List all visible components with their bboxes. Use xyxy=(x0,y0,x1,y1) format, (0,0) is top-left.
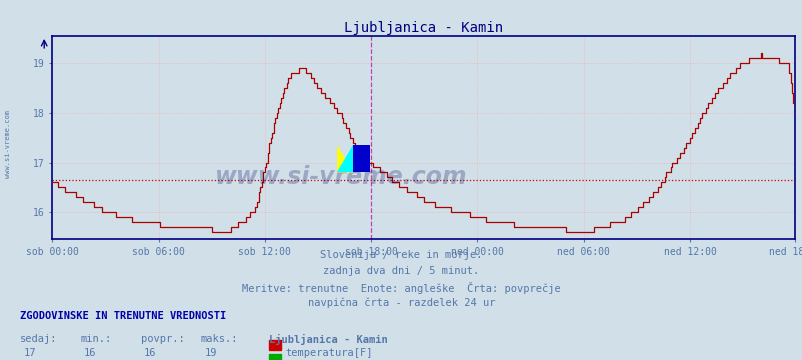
Title: Ljubljanica - Kamin: Ljubljanica - Kamin xyxy=(343,21,503,35)
Text: maks.:: maks.: xyxy=(200,334,238,344)
Text: Meritve: trenutne  Enote: angleške  Črta: povprečje: Meritve: trenutne Enote: angleške Črta: … xyxy=(242,282,560,293)
Polygon shape xyxy=(337,145,353,172)
Text: 16: 16 xyxy=(144,348,156,358)
Text: Ljubljanica - Kamin: Ljubljanica - Kamin xyxy=(269,334,387,345)
Text: zadnja dva dni / 5 minut.: zadnja dva dni / 5 minut. xyxy=(323,266,479,276)
Polygon shape xyxy=(337,145,353,172)
Text: Slovenija / reke in morje.: Slovenija / reke in morje. xyxy=(320,250,482,260)
Text: www.si-vreme.com: www.si-vreme.com xyxy=(214,165,467,189)
Text: ZGODOVINSKE IN TRENUTNE VREDNOSTI: ZGODOVINSKE IN TRENUTNE VREDNOSTI xyxy=(20,311,226,321)
Text: 16: 16 xyxy=(83,348,96,358)
Text: 19: 19 xyxy=(204,348,217,358)
Text: sedaj:: sedaj: xyxy=(20,334,58,344)
Polygon shape xyxy=(353,145,369,172)
Text: 17: 17 xyxy=(23,348,36,358)
Text: www.si-vreme.com: www.si-vreme.com xyxy=(5,110,11,178)
Text: povpr.:: povpr.: xyxy=(140,334,184,344)
Text: min.:: min.: xyxy=(80,334,111,344)
Text: navpična črta - razdelek 24 ur: navpična črta - razdelek 24 ur xyxy=(307,297,495,307)
Text: temperatura[F]: temperatura[F] xyxy=(286,348,373,358)
